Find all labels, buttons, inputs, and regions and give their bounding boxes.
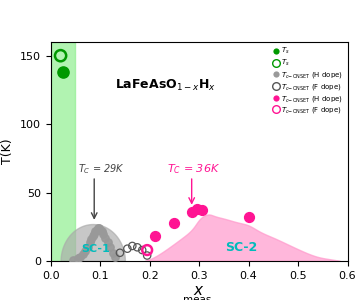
Point [100, 231, 106, 236]
Point [83, 249, 88, 254]
Point [60, 70, 66, 74]
Text: Two dome structure: Two dome structure [9, 11, 180, 26]
Point [95, 226, 101, 230]
Point [144, 253, 150, 258]
Point [199, 208, 205, 213]
Point [91, 231, 97, 236]
Text: SC-2: SC-2 [225, 241, 257, 254]
Point [105, 239, 110, 244]
Point [58, 53, 63, 58]
Point [85, 245, 90, 250]
Point [110, 250, 115, 255]
Point [134, 245, 140, 250]
Legend: $T_s$, $T_s$, $T_{c\rm{-ONSET}}$ (H dope), $T_{c\rm{-ONSET}}$ (F dope), $T_{c\rm: $T_s$, $T_s$, $T_{c\rm{-ONSET}}$ (H dope… [273, 46, 344, 116]
Point [125, 246, 130, 251]
Point [152, 234, 157, 239]
Point [70, 257, 76, 262]
Point [80, 252, 86, 256]
Text: $T_C$ = 29K: $T_C$ = 29K [78, 162, 125, 176]
Text: SC-1: SC-1 [81, 244, 110, 254]
Point [87, 239, 93, 244]
Point [139, 248, 145, 253]
Point [96, 226, 102, 230]
Point [144, 248, 150, 253]
Text: $x$: $x$ [193, 283, 205, 298]
Point [189, 209, 194, 214]
Point [92, 229, 98, 233]
Point [112, 254, 118, 259]
Point [90, 234, 96, 239]
Point [97, 227, 103, 232]
Text: $T_C$ = 36K: $T_C$ = 36K [167, 162, 220, 176]
Point [99, 229, 105, 233]
Point [246, 215, 252, 220]
Point [130, 244, 135, 248]
Point [102, 235, 108, 240]
Point [117, 250, 123, 255]
Text: LaFeAsO$_{1-x}$H$_x$: LaFeAsO$_{1-x}$H$_x$ [115, 78, 216, 93]
Point [107, 245, 113, 250]
Point [88, 237, 94, 242]
Point [194, 207, 199, 212]
Point [94, 227, 100, 232]
Y-axis label: T(K): T(K) [1, 139, 14, 164]
Point [75, 256, 81, 261]
Text: meas.: meas. [183, 295, 215, 300]
Point [172, 220, 177, 225]
Point [77, 254, 83, 259]
